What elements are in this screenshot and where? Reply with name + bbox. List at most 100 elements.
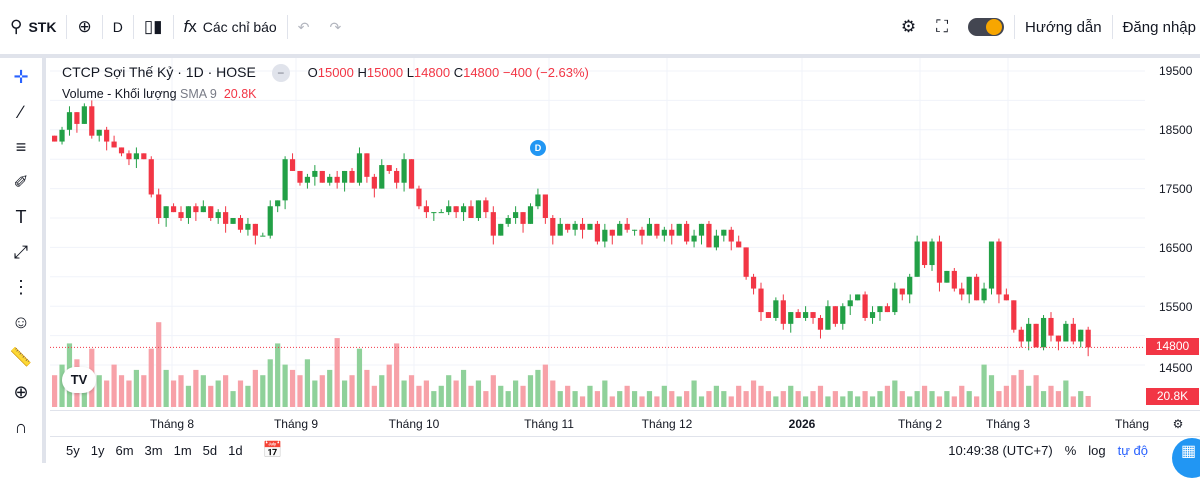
volume-bar bbox=[185, 385, 192, 407]
candle-body bbox=[929, 241, 935, 266]
symbol-search[interactable]: ⚲ STK bbox=[0, 0, 66, 54]
volume-bar bbox=[148, 348, 154, 407]
candle-body bbox=[803, 312, 809, 318]
candle-body bbox=[862, 294, 868, 318]
volume-bar bbox=[684, 391, 690, 407]
percent-toggle[interactable]: % bbox=[1064, 442, 1077, 458]
volume-bar bbox=[1018, 369, 1024, 407]
time-axis[interactable]: Tháng 8 Tháng 9 Tháng 10 Tháng 11 Tháng … bbox=[50, 410, 1200, 436]
candle-body bbox=[133, 153, 139, 160]
redo-button[interactable]: ↷ bbox=[319, 0, 351, 54]
compare-button[interactable]: ⊕ bbox=[67, 0, 101, 54]
volume-bar bbox=[892, 380, 898, 407]
candle-body bbox=[847, 300, 853, 307]
candle-body bbox=[542, 194, 548, 218]
price-axis[interactable]: 19500 18500 17500 16500 15500 14500 1480… bbox=[1145, 58, 1200, 410]
candle-body bbox=[394, 170, 400, 183]
guide-link[interactable]: Hướng dẫn bbox=[1015, 0, 1112, 54]
text-icon[interactable]: T bbox=[15, 207, 27, 227]
range-1m[interactable]: 1m bbox=[173, 442, 192, 458]
volume-bar bbox=[468, 385, 474, 407]
volume-bar bbox=[282, 364, 288, 407]
fib-icon[interactable]: ≡ bbox=[15, 137, 27, 157]
candle-body bbox=[1018, 329, 1024, 342]
volume-bar bbox=[788, 385, 794, 407]
interval-button[interactable]: D bbox=[103, 0, 133, 54]
range-5d[interactable]: 5d bbox=[202, 442, 218, 458]
theme-toggle[interactable] bbox=[958, 0, 1014, 54]
range-6m[interactable]: 6m bbox=[115, 442, 134, 458]
volume-bar bbox=[609, 396, 615, 407]
candle-body bbox=[1085, 329, 1091, 348]
apps-button[interactable]: ▦ bbox=[1172, 438, 1200, 478]
volume-bar bbox=[208, 385, 214, 407]
volume-bar bbox=[951, 396, 957, 407]
volume-bar bbox=[869, 396, 876, 407]
volume-bar bbox=[334, 338, 340, 407]
indicators-label: Các chỉ báo bbox=[202, 19, 277, 35]
volume-bar bbox=[929, 391, 935, 407]
time-tick: Tháng 12 bbox=[641, 417, 693, 431]
login-button[interactable]: Đăng nhập bbox=[1113, 0, 1200, 54]
trendline-icon[interactable]: ∕ bbox=[19, 102, 23, 122]
range-1y[interactable]: 1y bbox=[90, 442, 105, 458]
brush-icon[interactable]: ✐ bbox=[13, 172, 29, 192]
volume-bar bbox=[379, 375, 385, 407]
candle-body bbox=[602, 229, 608, 242]
candle-body bbox=[706, 223, 712, 248]
price-chart[interactable] bbox=[50, 58, 1145, 410]
fullscreen-button[interactable]: ⛶ bbox=[926, 0, 958, 54]
prediction-icon[interactable]: ⋮ bbox=[12, 277, 30, 297]
candle-body bbox=[728, 229, 734, 242]
crosshair-icon[interactable]: ✛ bbox=[13, 67, 29, 87]
candle-body bbox=[966, 276, 972, 295]
volume-bar bbox=[341, 380, 348, 407]
top-toolbar: ⚲ STK ⊕ D ▯▮ fx Các chỉ báo ↶ ↷ ⚙ ⛶ Hướng … bbox=[0, 0, 1200, 58]
volume-bar bbox=[1033, 375, 1039, 407]
ruler-icon[interactable]: 📏 bbox=[9, 347, 33, 367]
volume-bar bbox=[624, 385, 630, 407]
undo-button[interactable]: ↶ bbox=[288, 0, 320, 54]
volume-bar bbox=[453, 380, 459, 407]
volume-bar bbox=[483, 391, 489, 407]
goto-date-icon[interactable]: 📅 bbox=[262, 442, 283, 459]
collapse-legend-button[interactable]: − bbox=[271, 64, 290, 83]
candle-body bbox=[252, 223, 258, 236]
range-3m[interactable]: 3m bbox=[144, 442, 163, 458]
undo-icon: ↶ bbox=[297, 18, 310, 35]
axis-settings-icon[interactable]: ⚙ bbox=[1172, 417, 1184, 431]
candle-body bbox=[974, 276, 980, 301]
candle-body bbox=[490, 212, 496, 236]
candle-body bbox=[89, 106, 95, 136]
settings-button[interactable]: ⚙ bbox=[891, 0, 926, 54]
range-5y[interactable]: 5y bbox=[66, 442, 80, 458]
zoom-in-icon[interactable]: ⊕ bbox=[13, 382, 29, 402]
range-1d[interactable]: 1d bbox=[228, 442, 243, 458]
candle-body bbox=[646, 223, 653, 236]
candle-body bbox=[743, 247, 749, 277]
auto-toggle[interactable]: tự độ bbox=[1117, 442, 1148, 458]
candle-body bbox=[721, 229, 727, 236]
candle-body bbox=[832, 306, 838, 324]
candle-body bbox=[431, 212, 437, 214]
candle-body bbox=[527, 206, 534, 224]
candle-body bbox=[237, 218, 244, 230]
dividend-marker[interactable]: D bbox=[530, 140, 546, 156]
chart-type-button[interactable]: ▯▮ bbox=[134, 0, 173, 54]
candle-body bbox=[118, 147, 125, 154]
pattern-icon[interactable]: ⤢ bbox=[13, 242, 29, 262]
volume-bar bbox=[996, 391, 1002, 407]
indicators-button[interactable]: fx Các chỉ báo bbox=[174, 0, 287, 54]
emoji-icon[interactable]: ☺ bbox=[11, 312, 31, 332]
candle-body bbox=[921, 241, 928, 266]
log-toggle[interactable]: log bbox=[1088, 442, 1106, 458]
volume-bar bbox=[349, 375, 355, 407]
volume-bar bbox=[698, 396, 705, 407]
volume-bar bbox=[691, 380, 697, 407]
volume-bar bbox=[438, 385, 444, 407]
clock[interactable]: 10:49:38 (UTC+7) bbox=[948, 442, 1053, 458]
magnet-icon[interactable]: ∩ bbox=[14, 417, 28, 437]
candle-body bbox=[111, 141, 117, 148]
open-value: 15000 bbox=[317, 65, 354, 80]
tradingview-logo[interactable]: TV bbox=[62, 367, 96, 393]
